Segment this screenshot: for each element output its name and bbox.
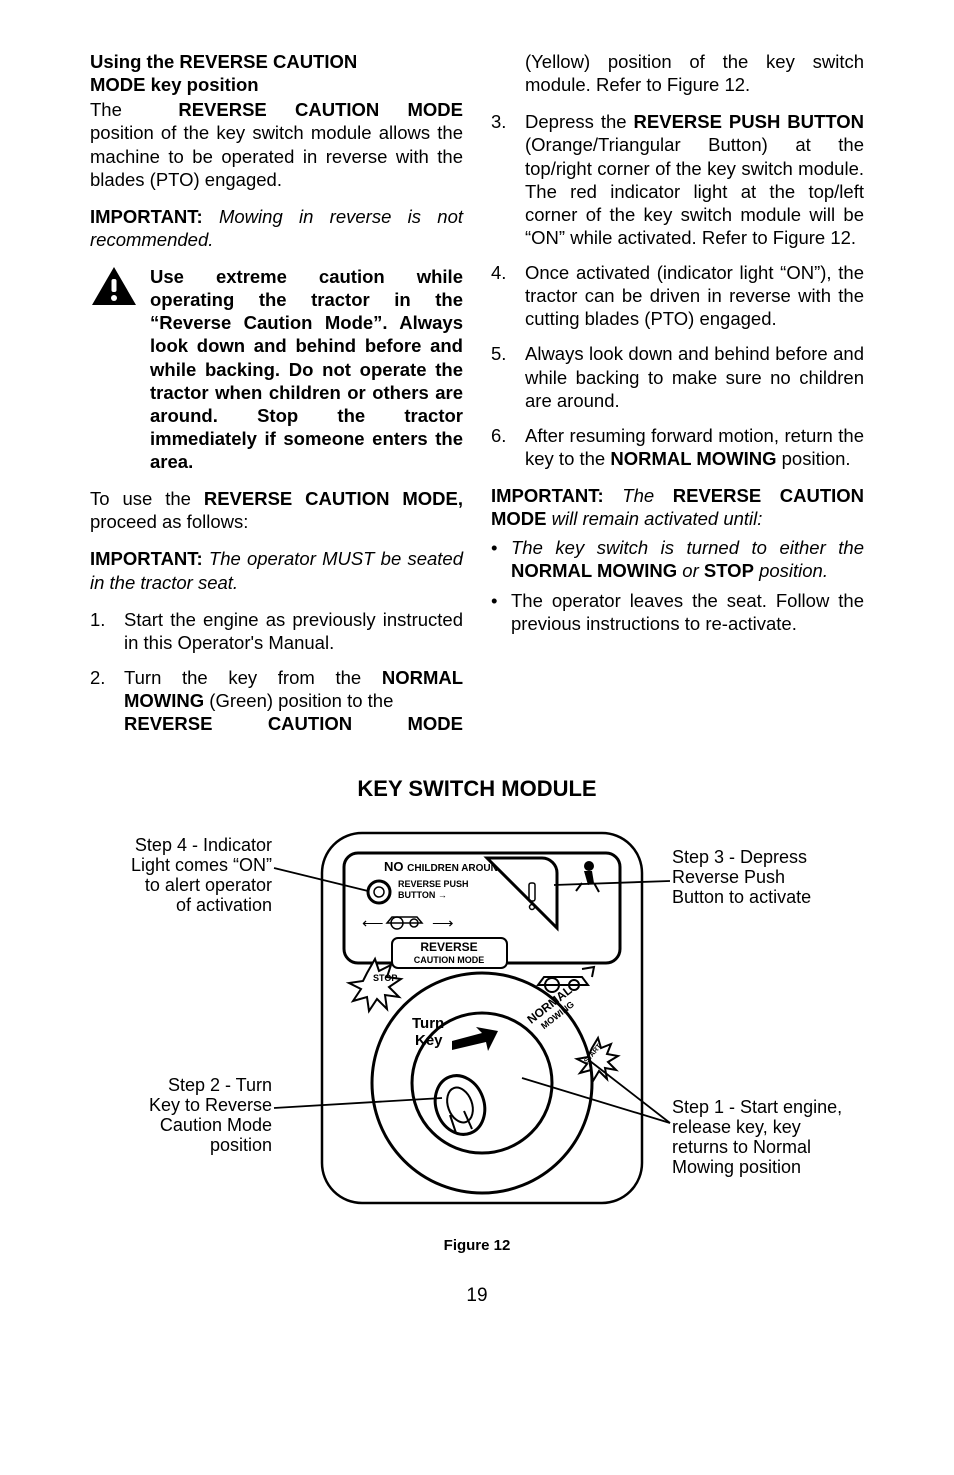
important-1-label: IMPORTANT: [90,206,203,227]
para1-pre: The [90,99,122,120]
figure-caption: Figure 12 [90,1237,864,1256]
step-6-bold: NORMAL MOWING [610,448,776,469]
important-1: IMPORTANT: Mowing in reverse is not reco… [90,205,463,251]
svg-text:Step 4 - Indicator: Step 4 - Indicator [135,835,272,855]
step-2-bold-2: REVERSE CAUTION MODE [124,712,463,735]
reverse-caution-label: REVERSE CAUTION MODE [392,938,507,968]
panel-revpush-text: REVERSE PUSH [398,879,469,889]
step-6: 6. After resuming forward motion, return… [491,424,864,470]
svg-text:position: position [210,1135,272,1155]
svg-text:Step 2 - Turn: Step 2 - Turn [168,1075,272,1095]
figure-title: KEY SWITCH MODULE [90,775,864,803]
bullet-1-i2: or [682,560,698,581]
heading-line-1: Using the REVERSE CAUTION [90,51,357,72]
figure-12: KEY SWITCH MODULE NO CHILDREN AROUND REV… [90,775,864,1255]
bullet-1-i3: position. [759,560,828,581]
step-1: 1. Start the engine as previously instru… [90,608,463,654]
important-2: IMPORTANT: The operator MUST be seated i… [90,547,463,593]
step-6-num: 6. [491,424,525,470]
svg-text:Mowing position: Mowing position [672,1157,801,1177]
warning-icon [90,265,138,309]
important-3-label: IMPORTANT: [491,485,604,506]
step-3-text: Depress the REVERSE PUSH BUTTON (Orange/… [525,110,864,249]
panel-button-text: BUTTON → [398,890,447,900]
use-bold: REVERSE CAUTION MODE, [204,488,463,509]
svg-text:Key to Reverse: Key to Reverse [149,1095,272,1115]
svg-text:of activation: of activation [176,895,272,915]
left-column: Using the REVERSE CAUTION MODE key posit… [90,50,463,749]
para1-bold: REVERSE CAUTION MODE [178,99,463,120]
step-2-pre: Turn the key from the [124,667,361,688]
use-instruction: To use the REVERSE CAUTION MODE, proceed… [90,487,463,533]
step-3: 3. Depress the REVERSE PUSH BUTTON (Oran… [491,110,864,249]
step-6-post: position. [782,448,851,469]
svg-text:Caution Mode: Caution Mode [160,1115,272,1135]
bullet-1-b2: STOP [704,560,754,581]
step-4: 4. Once activated (indicator light “ON”)… [491,261,864,330]
steps-list-left: 1. Start the engine as previously instru… [90,608,463,736]
svg-text:Button to activate: Button to activate [672,887,811,907]
step-3-num: 3. [491,110,525,249]
step-4-num: 4. [491,261,525,330]
bullet-1-i1: The key switch is turned to either the [511,537,864,558]
heading-line-2: MODE key position [90,74,259,95]
use-pre: To use the [90,488,191,509]
svg-text:⟶: ⟶ [432,915,454,932]
svg-text:to alert operator: to alert operator [145,875,272,895]
step-6-text: After resuming forward motion, return th… [525,424,864,470]
step-1-text: Start the engine as previously instructe… [124,608,463,654]
page-number: 19 [90,1284,864,1308]
svg-text:REVERSE: REVERSE [420,940,477,954]
svg-text:CAUTION MODE: CAUTION MODE [414,955,485,965]
key-switch-diagram: NO CHILDREN AROUND REVERSE PUSH BUTTON →… [92,813,862,1223]
right-column: (Yellow) position of the key switch modu… [491,50,864,749]
important-3: IMPORTANT: The REVERSE CAUTION MODE will… [491,484,864,530]
svg-text:release key, key: release key, key [672,1117,801,1137]
svg-text:returns to Normal: returns to Normal [672,1137,811,1157]
bullet-list: • The key switch is turned to either the… [491,536,864,635]
important-3-i2: will remain activated until: [552,508,763,529]
two-column-layout: Using the REVERSE CAUTION MODE key posit… [90,50,864,749]
step-5-num: 5. [491,342,525,411]
steps-list-right: 3. Depress the REVERSE PUSH BUTTON (Oran… [491,110,864,470]
warning-text: Use extreme caution while operating the … [150,265,463,473]
svg-text:Reverse Push: Reverse Push [672,867,785,887]
step-2-mid: (Green) position to the [209,690,393,711]
section-heading: Using the REVERSE CAUTION MODE key posit… [90,50,463,96]
important-3-i1: The [622,485,654,506]
step-5: 5. Always look down and behind before an… [491,342,864,411]
svg-text:Key: Key [415,1032,443,1049]
warning-block: Use extreme caution while operating the … [90,265,463,473]
step-2-text: Turn the key from the NORMAL MOWING (Gre… [124,666,463,735]
intro-paragraph: The REVERSE CAUTION MODE position of the… [90,98,463,191]
important-2-label: IMPORTANT: [90,548,203,569]
step-1-num: 1. [90,608,124,654]
svg-text:⟵: ⟵ [362,915,384,932]
bullet-1-text: The key switch is turned to either the N… [511,536,864,582]
bullet-2-text: The operator leaves the seat. Follow the… [511,589,864,635]
use-post: proceed as follows: [90,511,248,532]
para1-post: position of the key switch module allows… [90,122,463,189]
step-5-text: Always look down and behind before and w… [525,342,864,411]
svg-text:Turn: Turn [412,1015,444,1032]
step-2-num: 2. [90,666,124,735]
bullet-1-b1: NORMAL MOWING [511,560,677,581]
step-3-pre: Depress the [525,111,627,132]
bullet-1: • The key switch is turned to either the… [491,536,864,582]
step-3-bold: REVERSE PUSH BUTTON [634,111,864,132]
step-3-post: (Orange/Triangular Button) at the top/ri… [525,134,864,248]
svg-text:Step 3 - Depress: Step 3 - Depress [672,847,807,867]
svg-text:Step 1 - Start engine,: Step 1 - Start engine, [672,1097,842,1117]
step-4-text: Once activated (indicator light “ON”), t… [525,261,864,330]
svg-text:Light comes “ON”: Light comes “ON” [131,855,272,875]
svg-text:STOP: STOP [373,973,397,983]
bullet-2-dot: • [491,589,511,635]
step-2: 2. Turn the key from the NORMAL MOWING (… [90,666,463,735]
bullet-1-dot: • [491,536,511,582]
step-2-continued: (Yellow) position of the key switch modu… [491,50,864,96]
bullet-2: • The operator leaves the seat. Follow t… [491,589,864,635]
